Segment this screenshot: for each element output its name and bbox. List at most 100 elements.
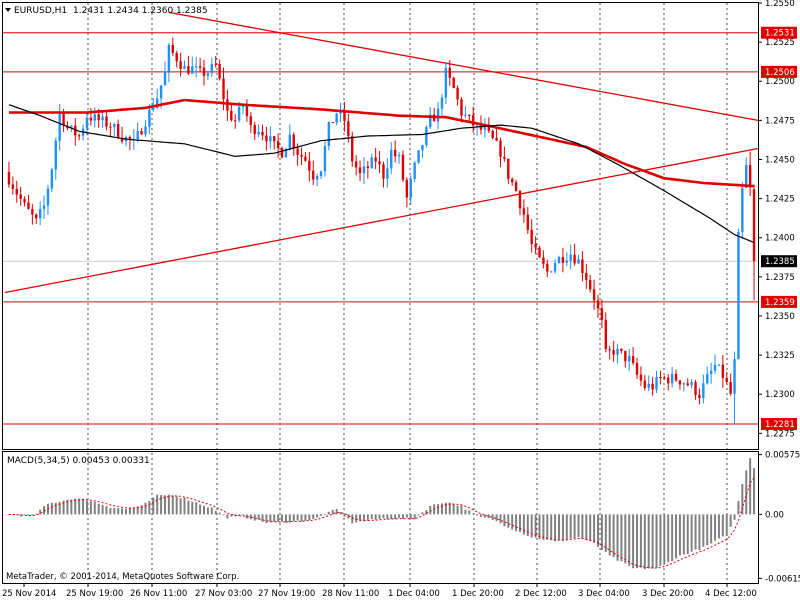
candle-body [175,53,178,62]
candle [448,60,451,86]
macd-histogram-bar [628,514,631,566]
candle [713,354,717,374]
candle [163,61,167,86]
trendline[interactable] [168,11,759,122]
macd-histogram-bar [503,514,506,527]
candle-body [530,229,533,245]
candle-body [526,214,529,230]
macd-histogram-bar [292,514,295,522]
candle [495,127,498,142]
candle [273,136,276,150]
candle-body [116,123,120,138]
time-tick-label: 1 Dec 04:00 [388,589,440,599]
price-tick-label: 1.2500 [765,77,795,87]
candle-body [557,257,561,264]
macd-histogram-bar [749,458,752,515]
candle [456,85,459,106]
time-tick-label: 1 Dec 20:00 [452,589,504,599]
candle-body [561,257,565,263]
candle [89,107,93,126]
candle-body [46,188,50,206]
macd-histogram-bar [109,507,112,515]
macd-histogram-bar [534,514,537,538]
candle-body [514,182,518,192]
candle-body [269,136,272,142]
candle [667,374,670,391]
macd-histogram-bar [257,514,260,520]
moving-averages [8,98,755,243]
macd-histogram-bar [128,508,131,515]
candle [585,263,588,289]
macd-histogram-bar [101,505,104,515]
candle [27,194,30,210]
candle [600,299,604,329]
price-label-text: 1.2506 [765,68,795,78]
macd-histogram-bar [417,514,420,516]
candle [444,61,448,105]
candle-body [573,254,576,264]
candle-body [245,105,249,117]
macd-histogram-bar [316,514,319,518]
candle [397,151,401,164]
candle [620,348,623,354]
price-label-background [761,65,797,78]
candle [42,195,46,219]
candle [214,55,217,68]
macd-histogram-bar [85,500,88,515]
macd-histogram-bar [530,514,533,538]
macd-histogram-bar [468,510,471,515]
macd-histogram-bar [140,505,143,515]
candle-body [167,44,171,72]
candle-body [569,254,572,261]
candle-body [647,383,650,388]
candle [729,373,732,396]
price-tick-label: 1.2350 [765,312,795,322]
macd-histogram-bar [573,514,576,539]
candle [218,59,221,81]
candle [628,349,631,371]
candle-body [27,202,30,210]
candle-body [58,111,61,141]
candle [577,254,580,264]
candle [429,107,432,130]
candle [390,142,393,175]
candle-body [335,113,338,123]
macd-histogram-bar [636,514,639,569]
macd-histogram-bar [593,514,596,543]
macd-histogram-bar [542,514,545,540]
candle [171,37,174,56]
macd-histogram-bar [124,509,127,515]
macd-histogram-bar [253,514,256,521]
candle-body [503,156,506,159]
time-tick-label: 3 Dec 20:00 [642,589,694,599]
candle-body [187,66,190,74]
ohlc-values: 1.2431 1.2434 1.2360 1.2385 [73,6,208,16]
candle-body [429,114,432,128]
candle [339,102,342,122]
horizontal-price-lines[interactable] [3,32,758,425]
macd-histogram-bar [82,498,85,515]
candle-body [585,273,588,281]
macd-histogram-bar [382,514,385,519]
candle-body [659,377,662,379]
candle-body [487,126,490,131]
macd-histogram-bar [74,498,77,515]
candle [608,345,611,360]
candle [464,105,467,119]
macd-histogram-bar [546,514,549,540]
grid-lines [87,3,728,583]
macd-histogram-bar [714,514,717,541]
macd-histogram-bar [70,499,73,515]
candle-body [382,164,385,179]
macd-histogram-bar [409,514,412,519]
ema-line [8,104,755,243]
candle-body [312,170,315,180]
candle-body [421,145,424,151]
candle-body [339,111,342,114]
dropdown-arrow-icon[interactable] [5,8,11,12]
candle-body [534,244,537,248]
candle-body [464,114,467,116]
candle-body [163,71,167,86]
price-label-text: 1.2385 [765,257,795,267]
